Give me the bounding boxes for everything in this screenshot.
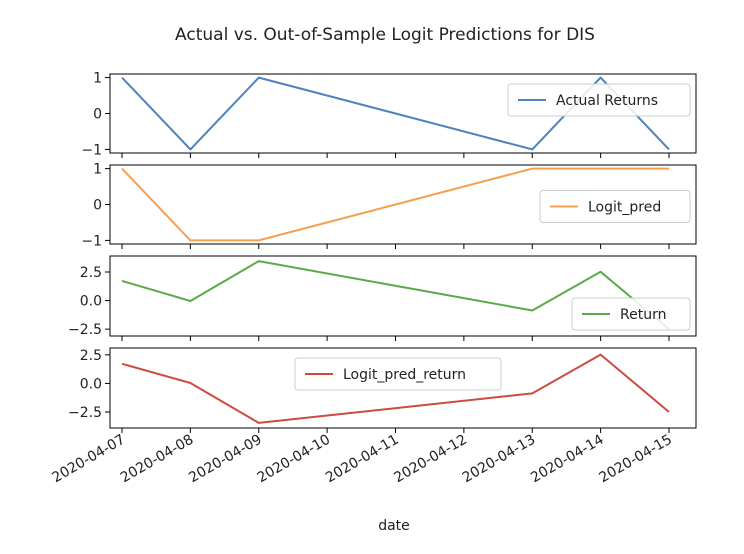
y-tick-label: 0 bbox=[93, 198, 102, 214]
y-tick-label: 0.0 bbox=[80, 376, 102, 392]
legend: Return bbox=[571, 297, 691, 331]
axes-frame bbox=[109, 347, 697, 429]
x-tick-label: 2020-04-09 bbox=[186, 432, 264, 487]
legend-box bbox=[571, 297, 691, 331]
y-tick-label: 1 bbox=[93, 162, 102, 178]
subplot-1: 1 0 −1 Actual Returns bbox=[81, 71, 697, 158]
legend-label: Actual Returns bbox=[556, 93, 658, 109]
legend-label: Logit_pred bbox=[588, 200, 661, 216]
legend-label: Return bbox=[620, 307, 666, 323]
y-tick-label: 0 bbox=[93, 107, 102, 123]
series-line bbox=[121, 260, 670, 330]
x-tick-label: 2020-04-14 bbox=[528, 432, 607, 487]
legend-label: Logit_pred_return bbox=[343, 367, 466, 383]
x-tick-label: 2020-04-15 bbox=[597, 432, 675, 487]
subplot-2: 1 0 −1 Logit_pred bbox=[81, 162, 697, 249]
x-tick-label: 2020-04-10 bbox=[255, 432, 333, 487]
y-tick-label: −2.5 bbox=[68, 405, 102, 421]
x-axis-label: date bbox=[378, 518, 410, 534]
y-tick-label: −1 bbox=[81, 233, 102, 249]
y-tick-label: 2.5 bbox=[80, 265, 102, 281]
chart-title: Actual vs. Out-of-Sample Logit Predictio… bbox=[175, 25, 595, 45]
legend-box bbox=[507, 83, 691, 117]
subplots: 1 0 −1 Actual Returns 1 0 −1 Logit_pred 2.5 0.0 −2… bbox=[68, 71, 697, 433]
x-axis: 2020-04-072020-04-082020-04-092020-04-10… bbox=[50, 432, 675, 487]
series-line bbox=[121, 167, 669, 242]
y-tick-label: −1 bbox=[81, 142, 102, 158]
y-tick-label: 1 bbox=[93, 71, 102, 87]
y-tick-label: 2.5 bbox=[80, 348, 102, 364]
legend: Logit_pred_return bbox=[294, 357, 502, 391]
x-tick-label: 2020-04-11 bbox=[323, 432, 401, 487]
y-tick-label: 0.0 bbox=[80, 294, 102, 310]
legend-box bbox=[539, 190, 691, 223]
y-tick-label: −2.5 bbox=[68, 322, 102, 338]
x-tick-label: 2020-04-13 bbox=[460, 432, 538, 487]
series-line bbox=[121, 353, 670, 424]
subplot-4: 2.5 0.0 −2.5 Logit_pred_return bbox=[68, 347, 697, 433]
x-tick-label: 2020-04-07 bbox=[50, 432, 128, 487]
x-tick-label: 2020-04-08 bbox=[118, 432, 196, 487]
legend: Logit_pred bbox=[539, 190, 691, 223]
legend: Actual Returns bbox=[507, 83, 691, 117]
legend-box bbox=[294, 357, 502, 391]
subplot-3: 2.5 0.0 −2.5 Return bbox=[68, 255, 697, 341]
axes-frame bbox=[109, 255, 697, 337]
x-tick-label: 2020-04-12 bbox=[391, 432, 469, 487]
